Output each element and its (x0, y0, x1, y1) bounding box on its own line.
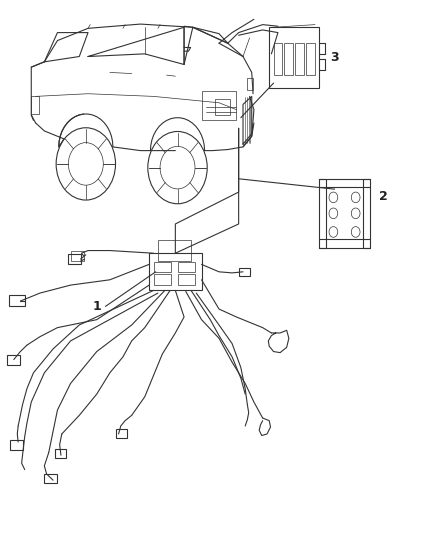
Text: 1: 1 (92, 300, 101, 313)
Bar (149, 253, 201, 290)
Bar (177, 274, 195, 285)
Bar (274, 43, 283, 75)
Bar (239, 268, 250, 276)
Bar (68, 254, 81, 264)
Bar (10, 295, 25, 306)
Bar (306, 43, 315, 75)
Bar (71, 251, 84, 261)
Bar (269, 27, 319, 88)
Bar (247, 78, 253, 90)
Bar (295, 43, 304, 75)
Text: 3: 3 (330, 51, 339, 64)
Bar (153, 274, 171, 285)
Bar (44, 474, 57, 483)
Bar (11, 440, 23, 450)
Bar (201, 91, 237, 120)
Bar (7, 356, 20, 365)
Text: 2: 2 (379, 190, 388, 203)
Bar (158, 240, 191, 261)
Bar (55, 449, 66, 458)
Bar (153, 262, 171, 272)
Bar (177, 262, 195, 272)
Bar (31, 96, 39, 115)
Bar (285, 43, 293, 75)
Bar (215, 99, 230, 115)
Bar (117, 429, 127, 438)
